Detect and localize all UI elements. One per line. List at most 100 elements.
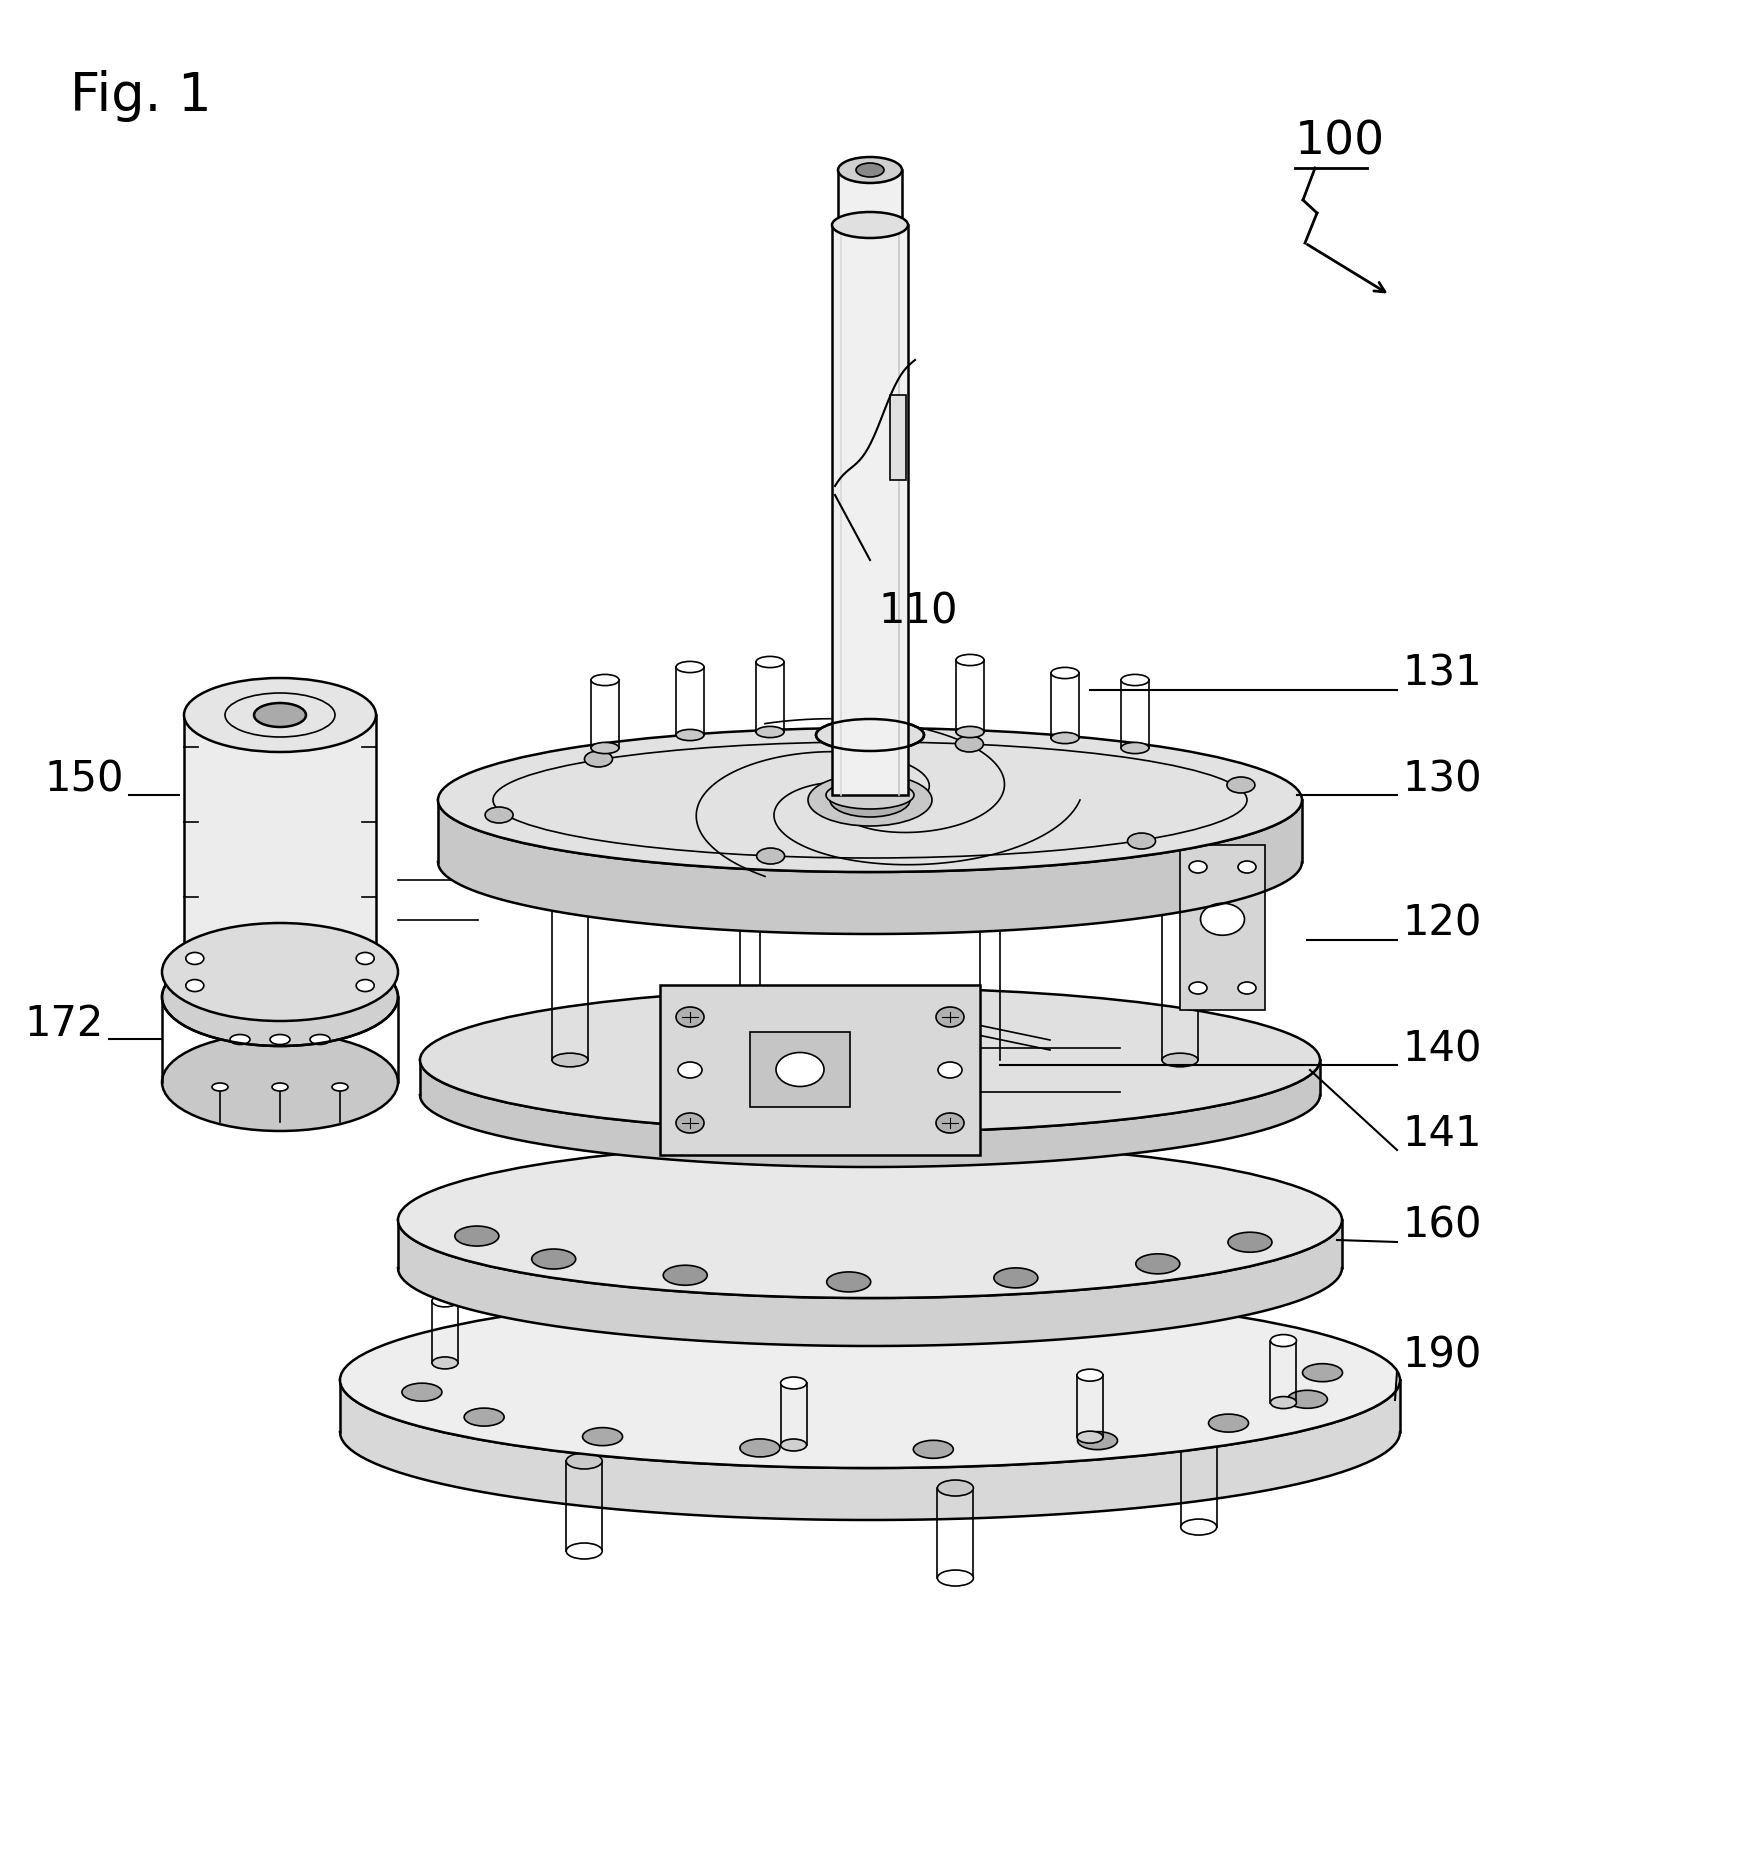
Ellipse shape [553, 843, 588, 857]
Ellipse shape [827, 1272, 870, 1293]
Ellipse shape [1228, 1231, 1271, 1252]
Ellipse shape [755, 657, 785, 668]
Ellipse shape [187, 952, 204, 965]
Ellipse shape [310, 1034, 330, 1045]
Ellipse shape [1270, 1397, 1296, 1408]
Text: 120: 120 [1402, 902, 1481, 945]
Ellipse shape [567, 1544, 602, 1559]
Ellipse shape [839, 156, 902, 182]
Ellipse shape [1238, 861, 1256, 872]
Bar [185, 714, 377, 973]
Ellipse shape [185, 679, 377, 751]
Ellipse shape [584, 751, 612, 766]
Ellipse shape [591, 675, 619, 686]
Ellipse shape [255, 703, 305, 727]
Ellipse shape [827, 781, 914, 809]
Text: 130: 130 [1402, 759, 1482, 800]
Ellipse shape [270, 1034, 290, 1045]
Ellipse shape [401, 1384, 441, 1401]
Bar [832, 225, 909, 794]
Ellipse shape [1303, 1363, 1343, 1382]
Ellipse shape [433, 1358, 459, 1369]
Ellipse shape [677, 662, 705, 673]
Text: 140: 140 [1402, 1029, 1481, 1070]
Ellipse shape [1135, 1254, 1179, 1274]
Ellipse shape [1189, 861, 1207, 872]
Ellipse shape [438, 727, 1303, 872]
Ellipse shape [678, 1062, 703, 1079]
Ellipse shape [213, 1083, 228, 1092]
Text: 172: 172 [24, 1003, 105, 1045]
Ellipse shape [185, 936, 377, 1008]
Ellipse shape [532, 1250, 576, 1269]
Text: 160: 160 [1402, 1205, 1481, 1246]
Ellipse shape [807, 774, 931, 826]
Ellipse shape [1181, 1428, 1217, 1445]
Text: 131: 131 [1402, 653, 1482, 696]
Bar [889, 394, 905, 480]
Ellipse shape [1162, 843, 1198, 857]
Ellipse shape [739, 1440, 780, 1456]
Ellipse shape [743, 1248, 769, 1261]
Polygon shape [398, 1220, 1341, 1347]
Ellipse shape [1287, 1389, 1327, 1408]
Ellipse shape [743, 1309, 769, 1322]
Ellipse shape [162, 949, 398, 1045]
Polygon shape [340, 1380, 1400, 1520]
Ellipse shape [937, 1006, 964, 1027]
Ellipse shape [162, 923, 398, 1021]
Ellipse shape [914, 1440, 954, 1458]
Ellipse shape [455, 1226, 499, 1246]
Ellipse shape [187, 980, 204, 991]
Ellipse shape [420, 988, 1320, 1133]
Ellipse shape [830, 783, 910, 817]
Ellipse shape [1078, 1432, 1118, 1449]
Ellipse shape [1052, 668, 1080, 679]
Ellipse shape [567, 1453, 602, 1469]
Ellipse shape [582, 1428, 623, 1445]
Ellipse shape [956, 737, 984, 751]
Ellipse shape [464, 1408, 504, 1427]
Ellipse shape [663, 1265, 708, 1285]
Ellipse shape [1270, 1335, 1296, 1347]
Ellipse shape [485, 807, 513, 822]
Ellipse shape [272, 1083, 288, 1092]
Ellipse shape [937, 1112, 964, 1133]
Ellipse shape [553, 1053, 588, 1068]
Ellipse shape [1078, 1369, 1102, 1382]
Ellipse shape [956, 727, 984, 738]
Bar [839, 169, 902, 225]
Ellipse shape [230, 1034, 249, 1045]
Ellipse shape [1162, 1053, 1198, 1068]
Bar [750, 1032, 849, 1107]
Ellipse shape [398, 1142, 1341, 1298]
Ellipse shape [755, 727, 785, 738]
Ellipse shape [356, 980, 375, 991]
Ellipse shape [757, 848, 785, 865]
Ellipse shape [1189, 982, 1207, 993]
Bar [659, 986, 980, 1155]
Ellipse shape [776, 1053, 823, 1086]
Ellipse shape [1209, 1414, 1249, 1432]
Ellipse shape [1121, 742, 1149, 753]
Text: 190: 190 [1402, 1335, 1481, 1376]
Ellipse shape [1238, 982, 1256, 993]
Ellipse shape [677, 1006, 705, 1027]
Ellipse shape [956, 655, 984, 666]
Ellipse shape [356, 952, 375, 965]
Text: 141: 141 [1402, 1112, 1481, 1155]
Ellipse shape [591, 742, 619, 753]
Ellipse shape [677, 1112, 705, 1133]
Ellipse shape [938, 1570, 973, 1587]
Ellipse shape [832, 212, 909, 238]
Text: Fig. 1: Fig. 1 [70, 71, 211, 123]
Ellipse shape [1181, 1520, 1217, 1534]
Ellipse shape [938, 1062, 963, 1079]
Ellipse shape [1052, 733, 1080, 744]
Ellipse shape [1121, 675, 1149, 686]
Ellipse shape [781, 1440, 806, 1451]
Text: 100: 100 [1296, 121, 1385, 166]
Ellipse shape [1228, 777, 1256, 792]
Ellipse shape [781, 1376, 806, 1389]
Ellipse shape [162, 1032, 398, 1131]
